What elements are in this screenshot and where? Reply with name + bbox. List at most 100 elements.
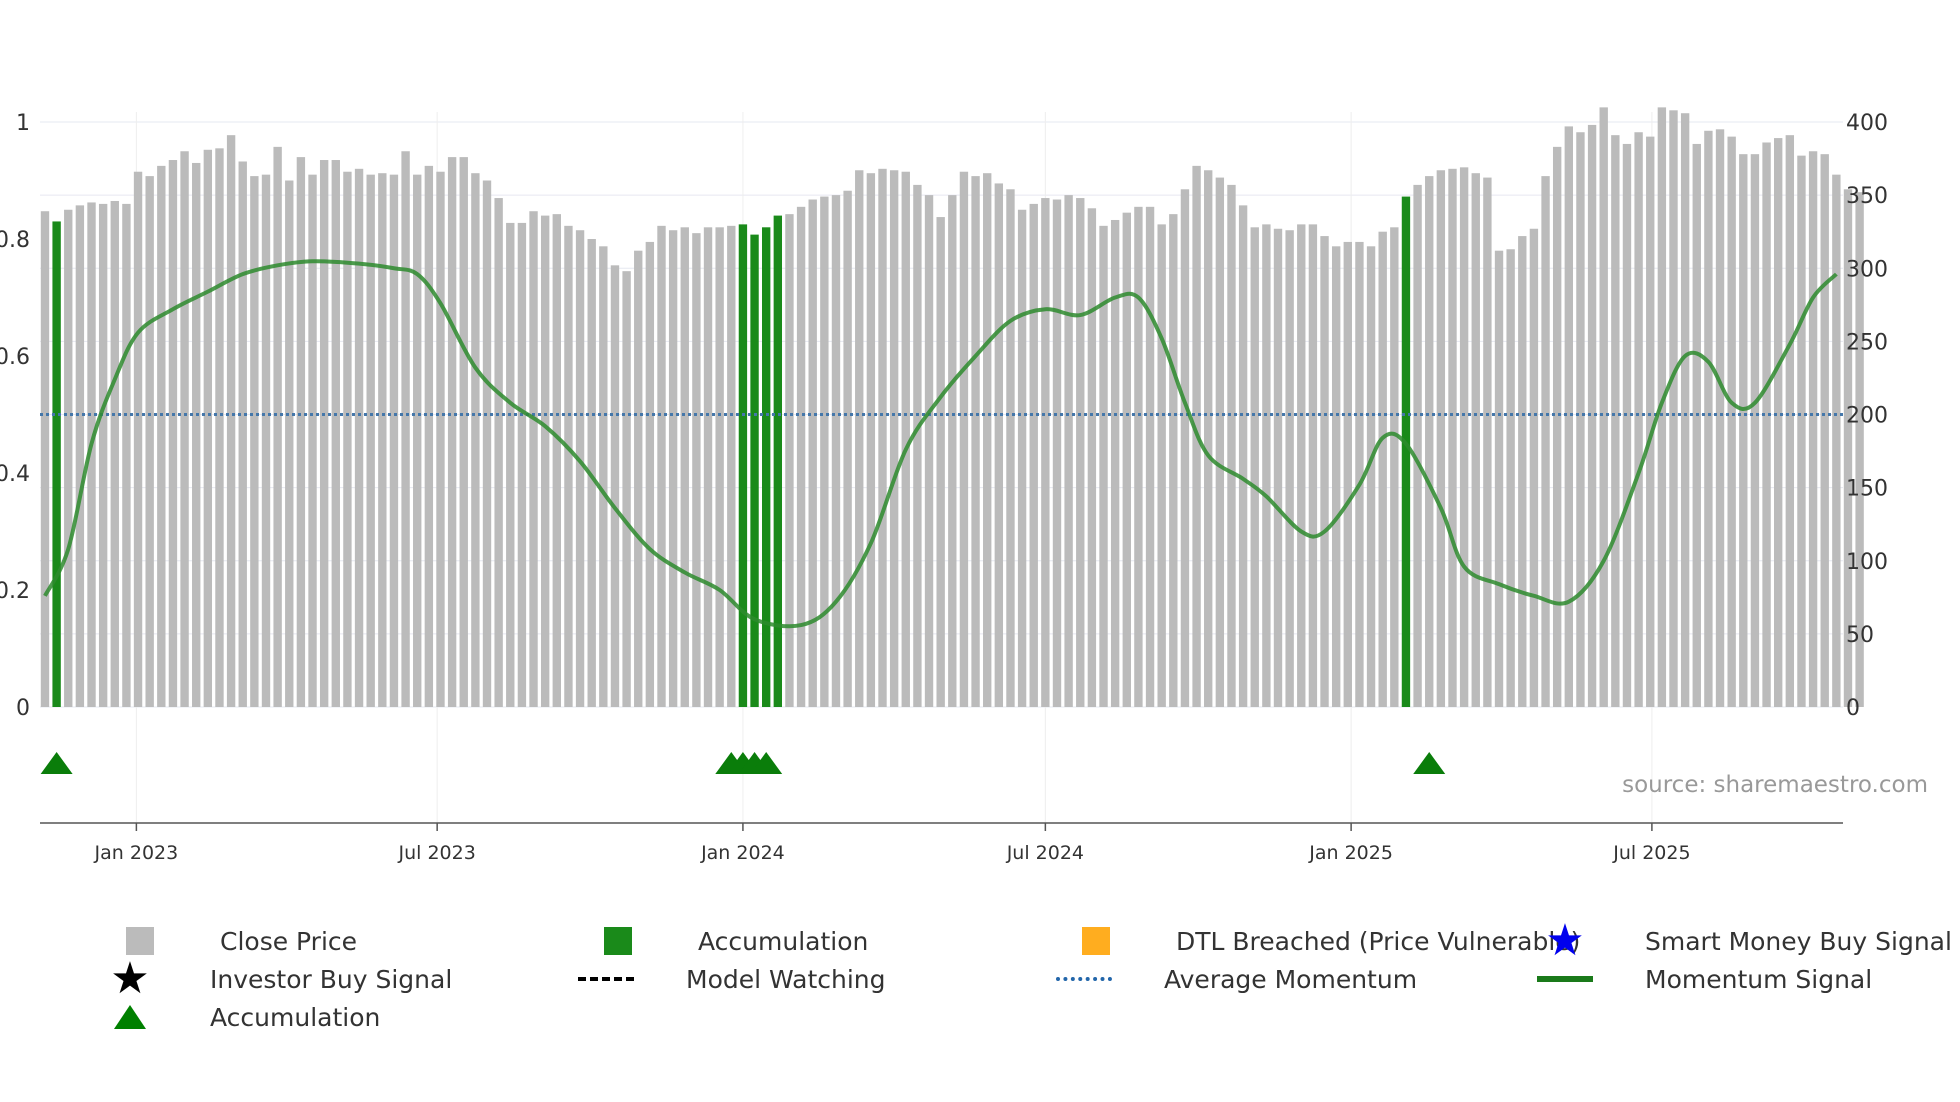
right-axis-tick-label: 50 xyxy=(1846,623,1874,648)
close-price-bar xyxy=(1169,214,1178,707)
close-price-bar xyxy=(1087,208,1097,707)
close-price-bar xyxy=(552,214,561,707)
close-price-bar xyxy=(1820,154,1829,708)
close-price-bar xyxy=(226,135,236,708)
legend: Close Price Accumulation DTL Breached (P… xyxy=(0,918,1960,1048)
close-price-bar xyxy=(401,151,410,707)
legend-accumulation-marker: Accumulation xyxy=(100,1000,380,1034)
left-axis-tick-label: 0.4 xyxy=(0,462,30,487)
legend-label: Average Momentum xyxy=(1164,964,1418,994)
close-price-bar xyxy=(250,176,259,708)
close-price-bar xyxy=(1692,143,1701,707)
close-price-bar xyxy=(1541,176,1550,708)
legend-accumulation-bar: Accumulation xyxy=(588,924,868,958)
close-price-bar xyxy=(273,146,282,708)
right-axis-tick-label: 400 xyxy=(1846,111,1888,136)
close-price-bar xyxy=(1529,228,1539,707)
close-price-bar xyxy=(1215,177,1225,707)
legend-close-price: Close Price xyxy=(110,924,357,958)
close-price-bar xyxy=(1238,205,1248,708)
close-price-bar xyxy=(308,174,317,707)
close-price-bar xyxy=(983,173,992,707)
close-price-bar xyxy=(378,173,387,707)
x-axis-tick-label: Jan 2023 xyxy=(94,842,179,864)
close-price-bar xyxy=(1785,135,1795,708)
close-price-bar xyxy=(87,202,96,707)
close-price-bar xyxy=(133,171,143,708)
close-price-bar xyxy=(1634,132,1643,708)
close-price-bar xyxy=(936,217,945,707)
accumulation-bar xyxy=(1401,196,1411,707)
close-price-bar xyxy=(1564,126,1573,707)
right-axis-tick-label: 0 xyxy=(1846,696,1860,721)
close-price-bar xyxy=(238,161,247,708)
close-price-bar xyxy=(1145,206,1155,707)
close-price-bar xyxy=(354,168,364,708)
close-price-bar xyxy=(820,196,829,707)
close-price-bar xyxy=(40,211,50,707)
close-price-bar xyxy=(1552,146,1562,708)
close-price-bar xyxy=(1273,228,1283,707)
close-price-bar xyxy=(1855,192,1864,707)
close-price-bar xyxy=(1052,199,1062,707)
right-axis-tick-label: 100 xyxy=(1846,550,1888,575)
close-price-bar xyxy=(1122,212,1131,708)
close-price-bar xyxy=(1064,195,1073,707)
close-price-bar xyxy=(1459,167,1469,707)
close-price-bar xyxy=(668,230,678,707)
right-axis-tick-label: 350 xyxy=(1846,184,1888,209)
close-price-bar xyxy=(1343,241,1352,708)
solid-line-icon xyxy=(1537,976,1593,982)
close-price-bar xyxy=(575,230,585,707)
close-price-bar xyxy=(296,157,306,708)
close-price-swatch xyxy=(126,927,154,955)
close-price-bar xyxy=(98,203,108,707)
close-price-bar xyxy=(1227,184,1236,707)
legend-average-momentum: Average Momentum xyxy=(1054,962,1417,996)
close-price-bar xyxy=(1017,209,1027,707)
accumulation-markers xyxy=(40,752,1446,774)
close-price-bar xyxy=(1366,246,1376,707)
close-price-bar xyxy=(1110,219,1120,708)
close-price-bar xyxy=(540,215,550,707)
source-label: source: sharemaestro.com xyxy=(1622,772,1928,798)
close-price-bar xyxy=(122,203,131,707)
close-price-bar xyxy=(436,171,445,708)
close-price-bar xyxy=(1308,224,1318,707)
close-price-bar xyxy=(1134,206,1143,707)
close-price-bar xyxy=(424,165,434,707)
close-price-bar xyxy=(1331,246,1341,707)
close-price-bar xyxy=(215,148,224,707)
close-price-bar xyxy=(1704,130,1713,707)
legend-label: Momentum Signal xyxy=(1645,964,1873,994)
close-price-bar xyxy=(482,180,492,707)
close-price-bar xyxy=(192,162,201,707)
x-axis: Jan 2023 Jul 2023 Jan 2024 Jul 2024 Jan 2025… xyxy=(94,823,1691,864)
close-price-bar xyxy=(1832,174,1841,707)
legend-label: Smart Money Buy Signal xyxy=(1645,926,1952,956)
accumulation-bar xyxy=(52,221,61,707)
close-price-bar xyxy=(1378,231,1387,707)
close-price-bar xyxy=(634,250,643,707)
price-momentum-chart: 00.20.40.60.81 050100150200250300350400 … xyxy=(0,107,1928,864)
close-price-bar xyxy=(1157,224,1166,707)
close-price-bar xyxy=(1576,132,1585,708)
right-axis-tick-label: 250 xyxy=(1846,330,1888,355)
left-axis-tick-label: 1 xyxy=(16,111,30,136)
right-axis-tick-label: 150 xyxy=(1846,477,1888,502)
x-axis-tick-label: Jul 2023 xyxy=(397,842,475,864)
close-price-bar xyxy=(343,171,352,708)
close-price-bar xyxy=(680,227,689,708)
close-price-bar xyxy=(564,225,573,707)
close-price-bar xyxy=(168,160,178,707)
close-price-bar xyxy=(1204,170,1213,707)
close-price-bar xyxy=(785,214,794,707)
close-price-bar xyxy=(1622,143,1632,707)
close-price-bar xyxy=(1099,225,1108,707)
close-price-bar xyxy=(203,149,213,708)
close-price-bar xyxy=(1250,227,1259,708)
accumulation-triangle xyxy=(750,752,783,774)
close-price-bar xyxy=(855,170,864,707)
accumulation-triangle xyxy=(1413,752,1446,774)
momentum-signal-line xyxy=(43,259,1838,629)
